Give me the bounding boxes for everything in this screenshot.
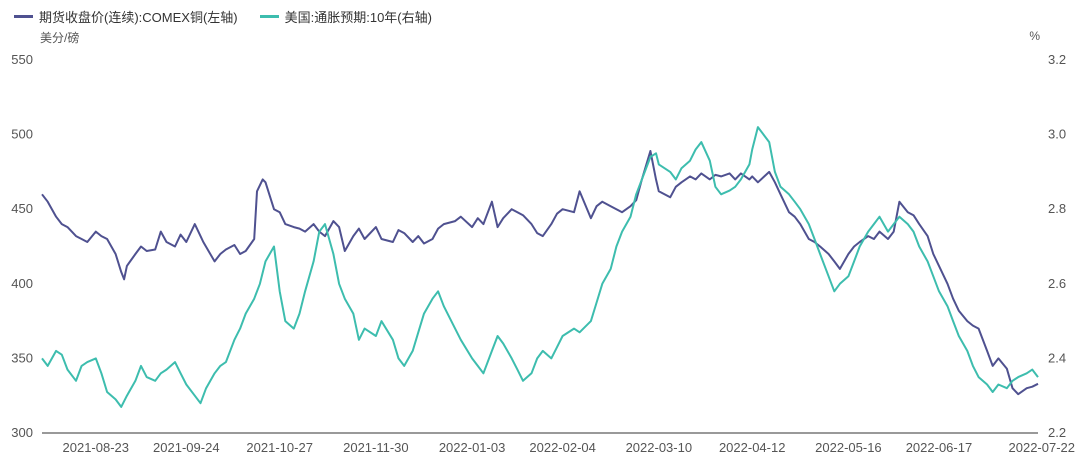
x-tick-label: 2021-09-24 (153, 440, 220, 455)
x-tick-label: 2022-07-22 (1009, 440, 1076, 455)
y-left-tick-label: 550 (11, 52, 33, 67)
y-right-tick-label: 3.0 (1048, 127, 1066, 142)
x-tick-label: 2021-11-30 (343, 440, 409, 455)
y-left-tick-label: 500 (11, 127, 33, 142)
series-line-copper (41, 150, 1039, 396)
y-right-tick-label: 2.2 (1048, 425, 1066, 440)
series-line-inflation (41, 126, 1039, 408)
x-tick-label: 2022-02-04 (529, 440, 596, 455)
legend-label-inflation: 美国:通胀预期:10年(右轴) (284, 9, 432, 25)
legend-label-copper: 期货收盘价(连续):COMEX铜(左轴) (39, 9, 238, 25)
x-tick-label: 2022-05-16 (815, 440, 882, 455)
chart-legend: 期货收盘价(连续):COMEX铜(左轴) 美国:通胀预期:10年(右轴) (14, 7, 454, 26)
y-right-tick-label: 2.8 (1048, 201, 1066, 216)
legend-item-copper[interactable]: 期货收盘价(连续):COMEX铜(左轴) (14, 7, 238, 26)
x-tick-label: 2022-01-03 (439, 440, 506, 455)
x-tick-label: 2021-10-27 (246, 440, 313, 455)
x-tick-label: 2022-04-12 (719, 440, 786, 455)
y-left-tick-label: 300 (11, 425, 33, 440)
left-axis-unit: 美分/磅 (40, 31, 80, 45)
y-left-tick-label: 350 (11, 350, 33, 365)
legend-swatch-copper (14, 14, 33, 18)
x-tick-label: 2021-08-23 (63, 440, 130, 455)
y-left-tick-label: 400 (11, 276, 33, 291)
legend-swatch-inflation (259, 14, 279, 18)
y-left-tick-label: 450 (11, 201, 33, 216)
y-right-tick-label: 2.4 (1048, 350, 1066, 365)
y-right-tick-label: 2.6 (1048, 276, 1066, 291)
x-tick-label: 2022-03-10 (626, 440, 693, 455)
right-axis-unit: % (1029, 29, 1040, 43)
y-right-tick-label: 3.2 (1048, 52, 1066, 67)
legend-item-inflation[interactable]: 美国:通胀预期:10年(右轴) (259, 7, 432, 26)
x-tick-label: 2022-06-17 (906, 440, 973, 455)
